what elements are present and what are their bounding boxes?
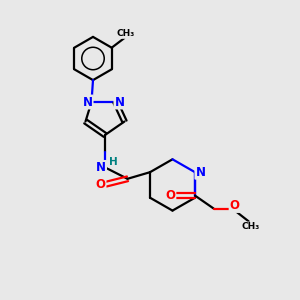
Text: N: N [195,166,206,179]
Text: H: H [109,157,118,167]
Text: O: O [230,199,240,212]
Text: N: N [96,161,106,174]
Text: O: O [95,178,106,191]
Text: CH₃: CH₃ [241,222,259,231]
Text: O: O [165,189,176,202]
Text: N: N [82,95,93,109]
Text: N: N [114,95,124,109]
Text: CH₃: CH₃ [117,29,135,38]
